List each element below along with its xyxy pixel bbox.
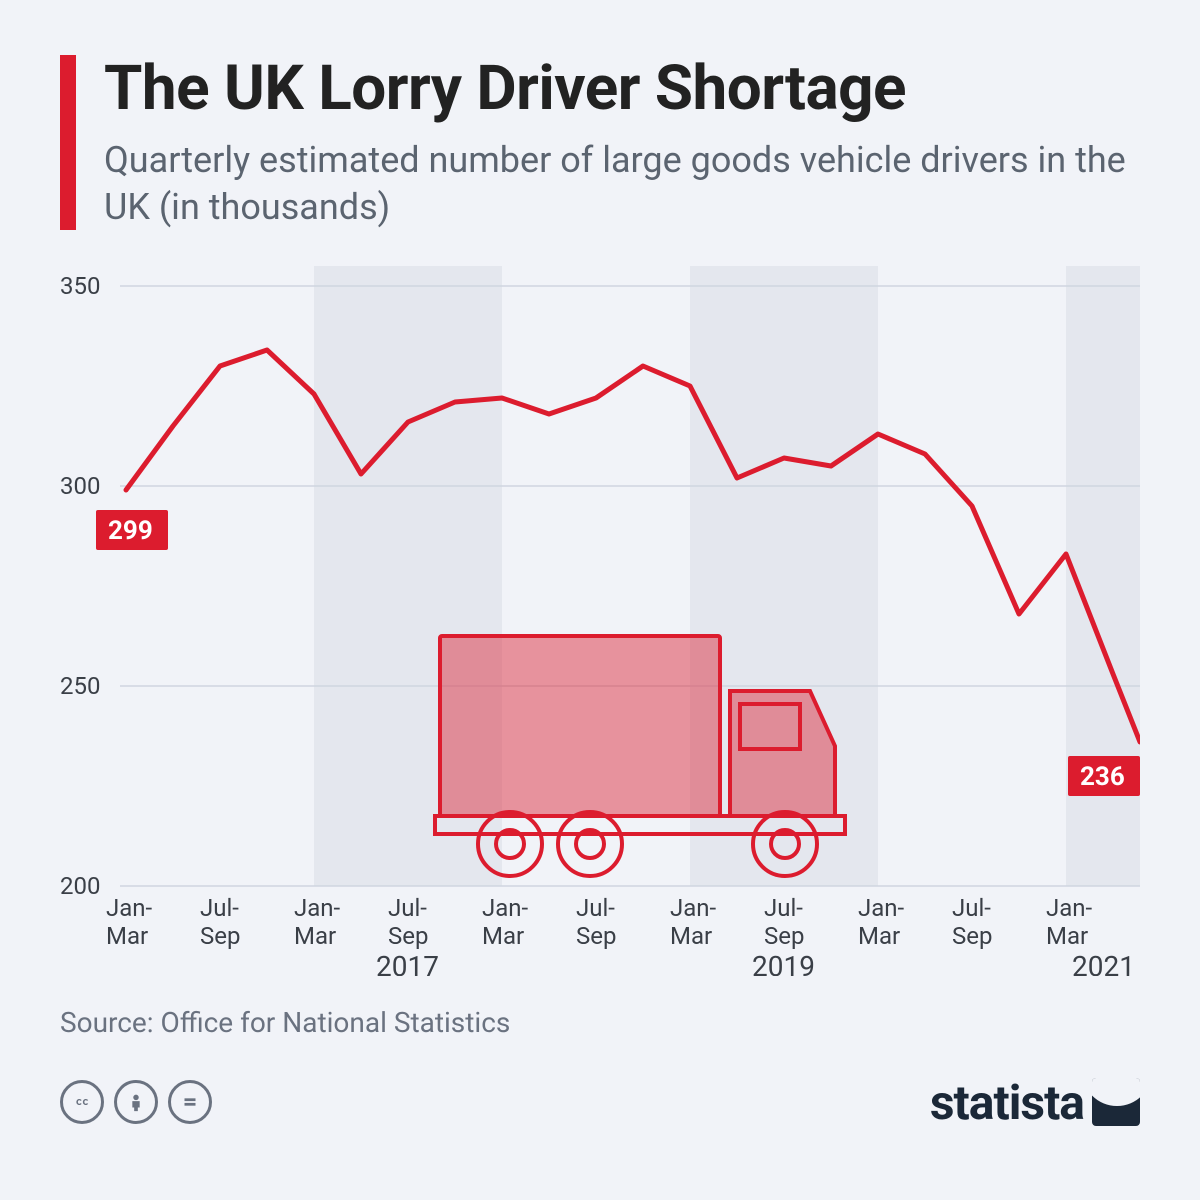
end-label: 236 bbox=[1080, 762, 1125, 792]
ytick-250: 250 bbox=[60, 672, 100, 700]
svg-text:Jan-: Jan- bbox=[670, 894, 717, 922]
license-icons bbox=[60, 1080, 212, 1124]
source-text: Source: Office for National Statistics bbox=[60, 1006, 1140, 1039]
start-label: 299 bbox=[108, 516, 153, 546]
svg-text:Jan-: Jan- bbox=[482, 894, 529, 922]
svg-text:Jan-: Jan- bbox=[1046, 894, 1093, 922]
svg-text:Jul-: Jul- bbox=[764, 894, 803, 922]
nd-icon bbox=[168, 1080, 212, 1124]
ytick-350: 350 bbox=[60, 272, 100, 300]
svg-text:Sep: Sep bbox=[764, 922, 804, 950]
chart-subtitle: Quarterly estimated number of large good… bbox=[104, 137, 1140, 231]
svg-text:Mar: Mar bbox=[858, 922, 900, 950]
svg-text:Mar: Mar bbox=[106, 922, 148, 950]
chart-area: 350 300 250 200 299 236 Jan-Mar bbox=[60, 266, 1140, 976]
svg-text:Mar: Mar bbox=[482, 922, 524, 950]
svg-text:Sep: Sep bbox=[952, 922, 992, 950]
svg-text:Mar: Mar bbox=[670, 922, 712, 950]
svg-text:Jul-: Jul- bbox=[576, 894, 615, 922]
svg-text:Mar: Mar bbox=[1046, 922, 1088, 950]
ytick-200: 200 bbox=[60, 872, 100, 900]
x-axis-labels: Jan-Mar Jul-Sep Jan-Mar Jul-Sep Jan-Mar … bbox=[106, 894, 1093, 950]
year-2019: 2019 bbox=[752, 950, 815, 976]
svg-text:Jan-: Jan- bbox=[106, 894, 153, 922]
svg-text:Sep: Sep bbox=[200, 922, 240, 950]
svg-text:Jul-: Jul- bbox=[200, 894, 239, 922]
chart-title: The UK Lorry Driver Shortage bbox=[104, 55, 1140, 123]
line-chart: 350 300 250 200 299 236 Jan-Mar bbox=[60, 266, 1140, 976]
svg-text:Jan-: Jan- bbox=[294, 894, 341, 922]
svg-text:Sep: Sep bbox=[388, 922, 428, 950]
year-2021: 2021 bbox=[1072, 950, 1135, 976]
title-block: The UK Lorry Driver Shortage Quarterly e… bbox=[104, 55, 1140, 231]
brand-mark-icon bbox=[1092, 1078, 1140, 1126]
statista-logo: statista bbox=[930, 1074, 1140, 1131]
footer: statista bbox=[60, 1074, 1140, 1131]
svg-text:Sep: Sep bbox=[576, 922, 616, 950]
svg-text:Jul-: Jul- bbox=[952, 894, 991, 922]
svg-text:Jul-: Jul- bbox=[388, 894, 427, 922]
accent-bar bbox=[60, 55, 76, 230]
ytick-300: 300 bbox=[60, 472, 100, 500]
by-icon bbox=[114, 1080, 158, 1124]
brand-text: statista bbox=[930, 1074, 1084, 1131]
svg-text:Mar: Mar bbox=[294, 922, 336, 950]
svg-text:Jan-: Jan- bbox=[858, 894, 905, 922]
cc-icon bbox=[60, 1080, 104, 1124]
chart-header: The UK Lorry Driver Shortage Quarterly e… bbox=[60, 55, 1140, 231]
year-2017: 2017 bbox=[376, 950, 439, 976]
